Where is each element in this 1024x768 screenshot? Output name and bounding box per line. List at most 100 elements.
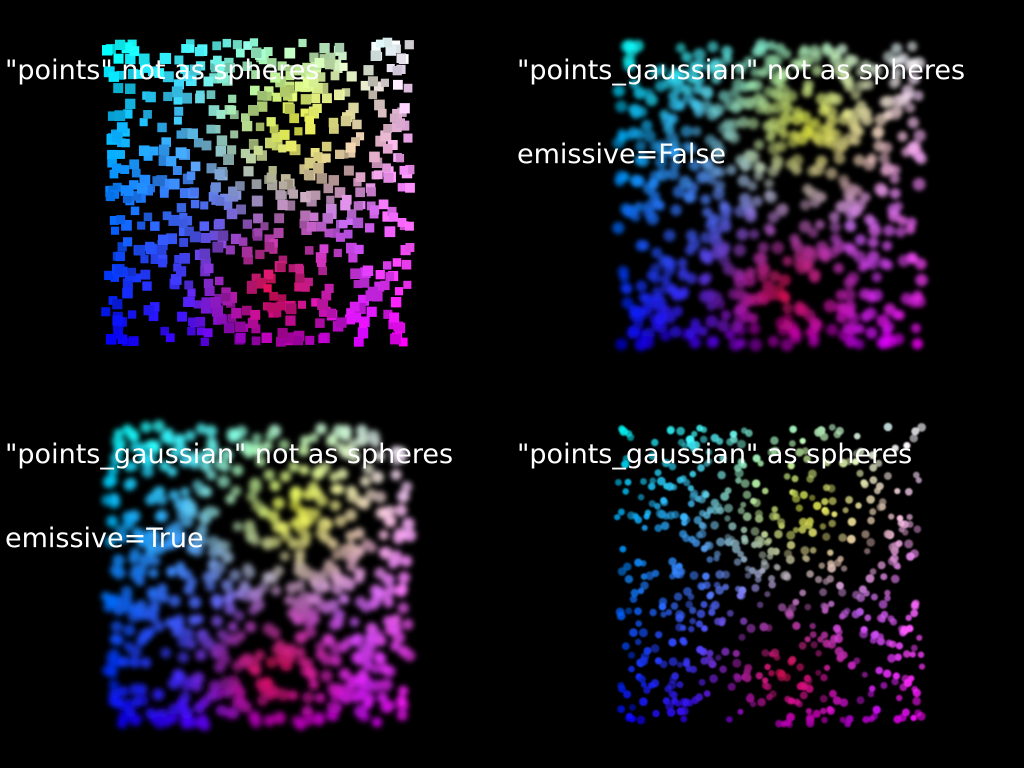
point-square bbox=[117, 242, 127, 252]
point-sphere bbox=[875, 459, 883, 467]
point-square bbox=[158, 234, 169, 245]
point-sphere bbox=[619, 545, 627, 553]
point-square bbox=[374, 281, 385, 292]
point-gaussian bbox=[808, 44, 821, 58]
point-square bbox=[174, 55, 184, 65]
point-gaussian bbox=[823, 299, 837, 313]
point-gaussian bbox=[297, 656, 308, 667]
point-square bbox=[308, 108, 319, 119]
point-sphere bbox=[760, 558, 768, 566]
point-sphere bbox=[614, 514, 621, 521]
point-gaussian bbox=[677, 266, 689, 278]
point-square bbox=[363, 65, 374, 76]
point-square bbox=[323, 183, 334, 194]
point-gaussian bbox=[893, 55, 905, 66]
point-square bbox=[217, 230, 229, 241]
point-gaussian bbox=[173, 498, 187, 511]
point-gaussian bbox=[116, 596, 128, 608]
point-square bbox=[351, 137, 360, 147]
point-sphere bbox=[740, 501, 747, 508]
point-cloud-render bbox=[101, 37, 415, 347]
point-gaussian bbox=[314, 465, 327, 478]
point-square bbox=[351, 312, 362, 323]
point-square bbox=[403, 280, 412, 289]
point-gaussian bbox=[227, 707, 240, 720]
point-square bbox=[390, 297, 402, 308]
point-sphere bbox=[818, 562, 825, 569]
point-square bbox=[329, 124, 339, 134]
point-gaussian bbox=[136, 536, 148, 548]
point-square bbox=[134, 69, 144, 79]
point-square bbox=[294, 127, 303, 136]
point-sphere bbox=[809, 494, 816, 501]
point-sphere bbox=[768, 580, 776, 589]
point-gaussian bbox=[379, 663, 391, 675]
point-gaussian bbox=[734, 62, 747, 75]
point-gaussian bbox=[140, 657, 152, 669]
point-gaussian bbox=[295, 646, 306, 658]
point-gaussian bbox=[833, 262, 844, 274]
point-gaussian bbox=[870, 289, 883, 302]
point-sphere bbox=[784, 719, 792, 727]
point-sphere bbox=[867, 690, 875, 698]
point-sphere bbox=[847, 517, 857, 527]
point-square bbox=[186, 44, 195, 53]
point-sphere bbox=[880, 682, 888, 689]
point-square bbox=[316, 72, 326, 82]
point-sphere bbox=[629, 595, 638, 603]
point-gaussian bbox=[308, 679, 319, 690]
point-gaussian bbox=[384, 515, 396, 526]
point-gaussian bbox=[848, 55, 860, 67]
point-gaussian bbox=[126, 428, 139, 442]
point-gaussian bbox=[810, 117, 821, 128]
point-sphere bbox=[702, 581, 711, 589]
point-sphere bbox=[692, 539, 701, 547]
point-square bbox=[346, 216, 355, 225]
point-square bbox=[251, 179, 262, 189]
point-gaussian bbox=[315, 641, 327, 652]
point-gaussian bbox=[699, 170, 712, 182]
point-gaussian bbox=[814, 219, 825, 230]
point-gaussian bbox=[641, 119, 653, 131]
point-sphere bbox=[724, 487, 732, 494]
point-square bbox=[330, 228, 340, 238]
point-square bbox=[395, 154, 405, 163]
point-sphere bbox=[787, 604, 797, 613]
point-square bbox=[356, 132, 365, 141]
point-sphere bbox=[783, 572, 792, 581]
point-sphere bbox=[814, 428, 823, 437]
point-sphere bbox=[634, 558, 643, 567]
point-cloud bbox=[101, 37, 415, 347]
point-square bbox=[285, 65, 295, 75]
point-gaussian bbox=[354, 596, 367, 608]
point-gaussian bbox=[349, 617, 360, 627]
point-square bbox=[200, 201, 209, 210]
point-sphere bbox=[806, 570, 814, 578]
point-gaussian bbox=[167, 703, 179, 715]
point-gaussian bbox=[639, 305, 651, 316]
point-square bbox=[403, 133, 413, 143]
point-square bbox=[304, 157, 316, 169]
point-sphere bbox=[792, 494, 801, 503]
point-sphere bbox=[706, 556, 714, 563]
point-gaussian bbox=[388, 554, 402, 567]
point-square bbox=[101, 307, 111, 317]
point-gaussian bbox=[278, 439, 290, 451]
point-square bbox=[193, 138, 204, 148]
point-sphere bbox=[892, 672, 900, 680]
point-gaussian bbox=[326, 701, 338, 713]
point-gaussian bbox=[677, 288, 689, 300]
point-gaussian bbox=[331, 572, 345, 586]
point-sphere bbox=[803, 455, 811, 463]
title-line-1: "points_gaussian" not as spheres bbox=[5, 439, 454, 470]
point-gaussian bbox=[654, 80, 667, 92]
point-gaussian bbox=[774, 204, 788, 218]
point-square bbox=[188, 317, 197, 327]
point-gaussian bbox=[315, 494, 329, 507]
point-gaussian bbox=[262, 571, 274, 584]
point-sphere bbox=[735, 585, 742, 592]
point-sphere bbox=[876, 503, 885, 512]
point-square bbox=[105, 191, 115, 202]
point-square bbox=[390, 333, 401, 345]
point-sphere bbox=[877, 561, 886, 570]
